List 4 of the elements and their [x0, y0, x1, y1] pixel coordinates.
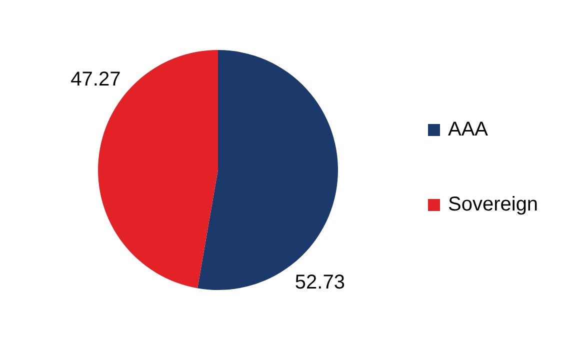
- legend-label: Sovereign: [448, 194, 538, 216]
- data-label: 47.27: [70, 68, 121, 90]
- data-label: 52.73: [294, 271, 345, 294]
- legend-label: AAA: [448, 118, 489, 141]
